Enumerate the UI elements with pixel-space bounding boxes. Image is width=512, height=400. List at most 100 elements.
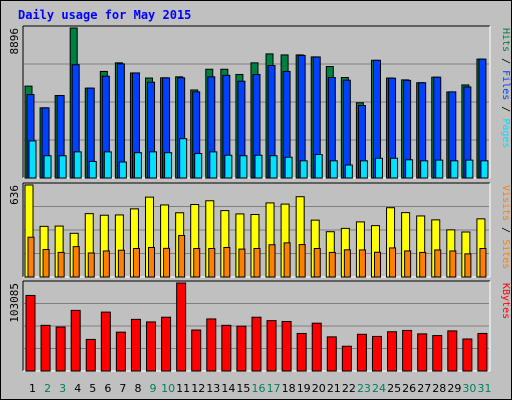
panel-1: 8896 Hits / Files / Pages (8, 25, 511, 179)
bar-pages-day-20 (314, 154, 323, 179)
panel-2: 636 Visits / Sites (8, 182, 511, 278)
bar-pages-day-17 (269, 155, 278, 179)
bar-sites-day-25 (389, 247, 397, 278)
x-tick-day-29: 29 (447, 382, 461, 395)
bar-pages-day-30 (465, 159, 474, 179)
bar-kbytes-day-28 (432, 335, 443, 372)
bar-sites-day-29 (449, 250, 457, 278)
x-tick-day-30: 30 (462, 382, 476, 395)
bar-kbytes-day-1 (25, 294, 36, 372)
x-tick-day-11: 11 (176, 382, 190, 395)
bar-pages-day-16 (254, 154, 263, 179)
bar-sites-day-20 (313, 248, 321, 278)
bar-sites-day-24 (373, 251, 381, 278)
bar-kbytes-day-9 (146, 321, 157, 372)
x-tick-day-26: 26 (402, 382, 416, 395)
x-tick-day-2: 2 (44, 382, 51, 395)
legend-entry: KBytes (500, 283, 511, 319)
x-tick-day-19: 19 (297, 382, 311, 395)
x-tick-day-23: 23 (357, 382, 371, 395)
bar-pages-day-19 (299, 160, 308, 179)
bar-kbytes-day-6 (100, 311, 111, 372)
bar-sites-day-18 (283, 242, 291, 278)
x-tick-day-13: 13 (206, 382, 220, 395)
x-tick-day-14: 14 (221, 382, 235, 395)
bar-kbytes-day-8 (130, 318, 141, 372)
bar-pages-day-14 (224, 154, 233, 179)
bar-sites-day-16 (253, 248, 261, 278)
panel-3: 103085 KBytes (8, 280, 511, 372)
legend-entry: Hits (500, 28, 511, 52)
x-tick-day-6: 6 (104, 382, 111, 395)
bar-kbytes-day-29 (447, 330, 458, 372)
bar-pages-day-7 (118, 161, 127, 179)
bar-sites-day-1 (27, 236, 35, 278)
series-pages (28, 138, 489, 179)
bar-sites-day-12 (193, 248, 201, 278)
x-tick-day-28: 28 (432, 382, 446, 395)
bar-pages-day-3 (58, 155, 67, 179)
bar-pages-day-2 (43, 155, 52, 179)
x-tick-day-9: 9 (150, 382, 157, 395)
panel-legend: KBytes (500, 283, 511, 319)
bar-sites-day-10 (163, 247, 171, 278)
bar-pages-day-23 (359, 160, 368, 179)
bar-pages-day-9 (149, 151, 158, 179)
x-tick-day-31: 31 (477, 382, 491, 395)
bar-sites-day-27 (419, 251, 427, 278)
bar-kbytes-day-5 (85, 338, 96, 372)
bar-sites-day-28 (434, 249, 442, 278)
bar-pages-day-15 (239, 155, 248, 179)
bar-pages-day-4 (73, 151, 82, 179)
bar-pages-day-5 (88, 160, 97, 179)
bar-pages-day-29 (450, 160, 459, 179)
bar-pages-day-11 (179, 138, 188, 179)
x-tick-day-16: 16 (252, 382, 266, 395)
x-tick-day-4: 4 (74, 382, 81, 395)
x-tick-day-21: 21 (327, 382, 341, 395)
bar-files-day-22 (342, 79, 351, 179)
bar-kbytes-day-23 (356, 333, 367, 372)
bar-sites-day-3 (57, 251, 65, 278)
bar-sites-day-6 (102, 250, 110, 278)
bar-pages-day-31 (480, 160, 489, 179)
bar-pages-day-10 (164, 152, 173, 179)
bar-sites-day-13 (208, 248, 216, 278)
bar-kbytes-day-30 (462, 338, 473, 372)
legend-entry: / (500, 221, 511, 239)
bar-kbytes-day-18 (281, 320, 292, 372)
bar-kbytes-day-4 (70, 309, 81, 372)
bar-kbytes-day-25 (387, 331, 398, 372)
bar-sites-day-14 (223, 246, 231, 278)
x-tick-day-12: 12 (191, 382, 205, 395)
bar-pages-day-6 (103, 151, 112, 179)
bar-sites-day-9 (148, 246, 156, 278)
x-tick-day-8: 8 (134, 382, 141, 395)
bar-kbytes-day-17 (266, 320, 277, 372)
y-max-label: 103085 (8, 283, 21, 323)
bar-kbytes-day-14 (221, 324, 232, 372)
legend-entry: Pages (500, 118, 511, 148)
y-max-label: 636 (8, 185, 21, 205)
legend-entry: Visits (500, 185, 511, 221)
bar-pages-day-13 (209, 151, 218, 179)
panel-legend: Hits / Files / Pages (500, 28, 511, 148)
bar-sites-day-30 (464, 253, 472, 278)
bar-kbytes-day-21 (326, 336, 337, 372)
bar-pages-day-21 (329, 160, 338, 179)
bar-kbytes-day-2 (40, 324, 51, 372)
x-axis-labels: 1 2 3 4 5 6 7 8 9 10 11 12 13 14 15 16 17 18 19 20 21 22 23 24 2… (29, 382, 491, 395)
x-tick-day-5: 5 (89, 382, 96, 395)
bar-kbytes-day-7 (115, 331, 126, 372)
bar-kbytes-day-12 (191, 329, 202, 372)
bar-kbytes-day-24 (371, 335, 382, 372)
legend-entry: / (500, 100, 511, 118)
bar-pages-day-25 (390, 157, 399, 179)
bar-kbytes-day-11 (176, 282, 187, 372)
x-tick-day-25: 25 (387, 382, 401, 395)
bar-sites-day-2 (42, 249, 50, 278)
series-kbytes (25, 282, 488, 372)
y-max-label: 8896 (8, 28, 21, 55)
series-files (26, 54, 487, 179)
legend-entry: Files (500, 70, 511, 100)
